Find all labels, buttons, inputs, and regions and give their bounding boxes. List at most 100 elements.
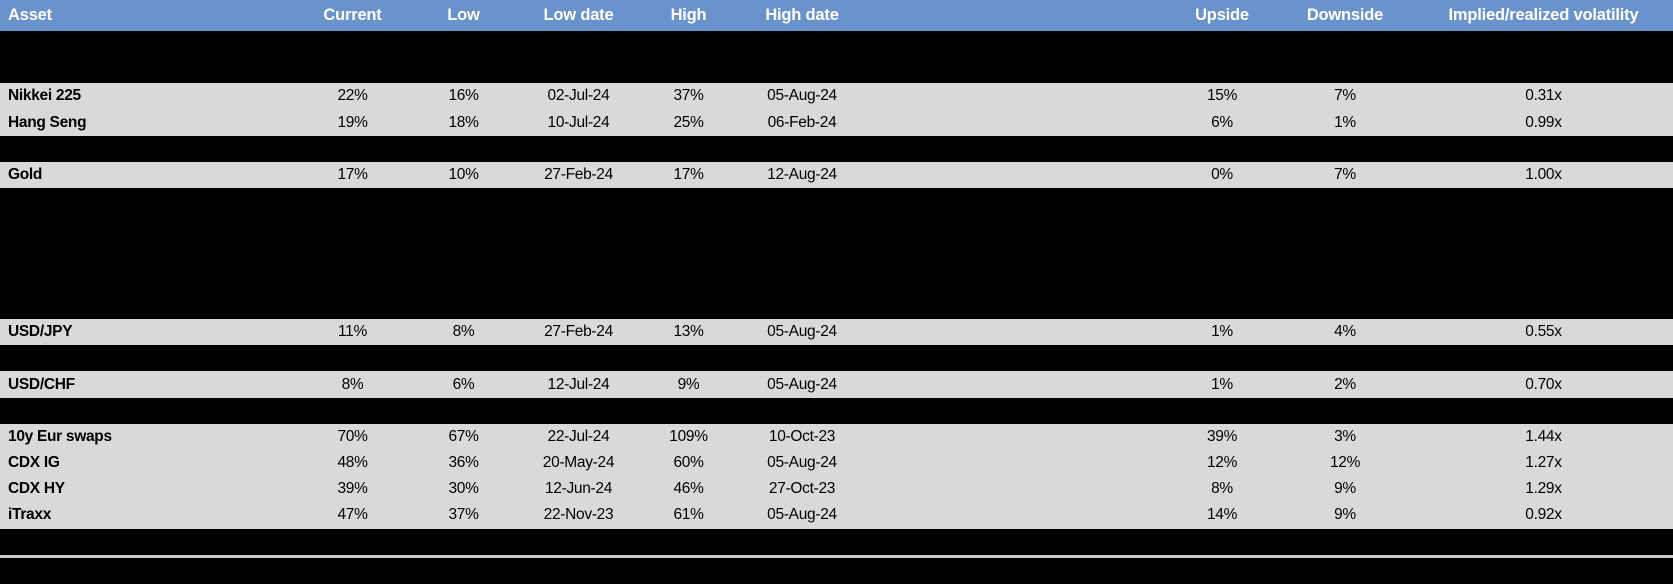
cell-high: 25% [673,113,704,131]
table-row-redacted [0,345,1673,372]
cell-asset: iTraxx [8,506,52,524]
table-row-redacted [0,135,1673,162]
cell-low-date: 12-Jul-24 [547,375,610,393]
cell-current: 19% [337,113,368,131]
cell-upside: 0% [1211,166,1233,184]
cell-current: 48% [337,454,368,472]
cell-high-date: 27-Oct-23 [768,480,836,498]
cell-high-date: 06-Feb-24 [767,113,837,131]
col-header-low-date: Low date [543,6,614,24]
separator-line [0,554,1673,558]
cell-downside: 2% [1334,375,1356,393]
cell-downside: 9% [1334,506,1356,524]
cell-low: 30% [448,480,479,498]
cell-high-date: 12-Aug-24 [767,166,837,184]
cell-asset: Nikkei 225 [8,87,81,105]
table-row: 10y Eur swaps 70% 67% 22-Jul-24 109% 10-Oct-2… [0,423,1673,450]
cell-downside: 12% [1329,454,1361,472]
table-row: Hang Seng 19% 18% 10-Jul-24 25% 06-Feb-24 6% 1%… [0,109,1673,136]
cell-downside: 1% [1334,113,1356,131]
cell-low-date: 20-May-24 [542,454,615,472]
col-header-current: Current [323,6,382,24]
table-row: USD/JPY 11% 8% 27-Feb-24 13% 05-Aug-24 1% 4% 0.5… [0,319,1673,346]
cell-implied-realized-vol: 1.27x [1525,454,1562,472]
cell-high: 60% [673,454,704,472]
cell-high-date: 05-Aug-24 [767,506,837,524]
cell-high: 9% [677,375,700,393]
cell-current: 22% [337,87,368,105]
cell-implied-realized-vol: 1.29x [1525,480,1562,498]
cell-low: 6% [452,375,475,393]
col-header-implied-realized-vol: Implied/realized volatility [1448,6,1639,24]
cell-high: 37% [673,87,704,105]
cell-low-date: 27-Feb-24 [544,323,613,341]
table-row-redacted [0,397,1673,424]
cell-high: 46% [673,480,704,498]
cell-current: 17% [337,166,368,184]
table-body: Nikkei 225 22% 16% 02-Jul-24 37% 05-Aug-24 15%… [0,31,1673,555]
cell-upside: 14% [1206,506,1238,524]
cell-low: 36% [448,454,479,472]
cell-low: 10% [448,166,479,184]
table-row: Nikkei 225 22% 16% 02-Jul-24 37% 05-Aug-24 15%… [0,83,1673,110]
cell-high-date: 10-Oct-23 [768,427,836,445]
table-row-redacted [0,240,1673,267]
cell-high-date: 05-Aug-24 [767,375,837,393]
table-row-redacted [0,528,1673,555]
cell-low-date: 22-Jul-24 [547,427,610,445]
cell-high-date: 05-Aug-24 [767,87,837,105]
cell-asset: Gold [8,166,43,184]
cell-implied-realized-vol: 0.92x [1525,506,1562,524]
cell-low: 16% [448,87,479,105]
cell-downside: 7% [1334,166,1356,184]
cell-low-date: 02-Jul-24 [547,87,610,105]
cell-asset: 10y Eur swaps [8,427,112,445]
cell-low: 67% [448,427,479,445]
cell-implied-realized-vol: 1.00x [1525,166,1562,184]
table-row: CDX HY 39% 30% 12-Jun-24 46% 27-Oct-23 8% 9% 1.2… [0,476,1673,503]
cell-asset: CDX IG [8,454,60,472]
footer-redacted-band [0,557,1673,584]
cell-asset: Hang Seng [8,113,87,131]
col-header-asset: Asset [8,6,52,24]
table-row-redacted [0,292,1673,320]
cell-low-date: 22-Nov-23 [543,506,614,524]
col-header-low: Low [447,6,480,24]
cell-low: 37% [448,506,479,524]
col-header-downside: Downside [1306,6,1384,24]
cell-downside: 7% [1334,87,1356,105]
cell-implied-realized-vol: 0.55x [1525,323,1562,341]
cell-downside: 3% [1334,427,1356,445]
cell-low: 18% [448,113,479,131]
cell-downside: 9% [1334,480,1356,498]
cell-high: 17% [673,166,704,184]
cell-asset: USD/JPY [8,323,73,341]
cell-upside: 1% [1211,375,1233,393]
col-header-high: High [670,6,707,24]
cell-current: 8% [341,375,364,393]
cell-current: 70% [337,427,368,445]
cell-upside: 12% [1206,454,1238,472]
cell-high-date: 05-Aug-24 [767,323,837,341]
cell-current: 39% [337,480,368,498]
table-row-redacted [0,57,1673,84]
cell-high: 109% [669,427,708,445]
table-row-redacted [0,214,1673,241]
cell-current: 47% [337,506,368,524]
cell-low-date: 12-Jun-24 [544,480,613,498]
cell-downside: 4% [1334,323,1356,341]
table-row-redacted [0,188,1673,215]
cell-upside: 1% [1211,323,1233,341]
cell-asset: USD/CHF [8,375,75,393]
cell-high: 13% [673,323,704,341]
col-header-upside: Upside [1195,6,1249,24]
cell-upside: 6% [1211,113,1233,131]
cell-asset: CDX HY [8,480,65,498]
cell-upside: 39% [1206,427,1238,445]
cell-low-date: 10-Jul-24 [547,113,610,131]
table-row-redacted [0,266,1673,293]
cell-current: 11% [338,323,367,341]
cell-implied-realized-vol: 1.44x [1525,427,1562,445]
cell-upside: 15% [1206,87,1238,105]
